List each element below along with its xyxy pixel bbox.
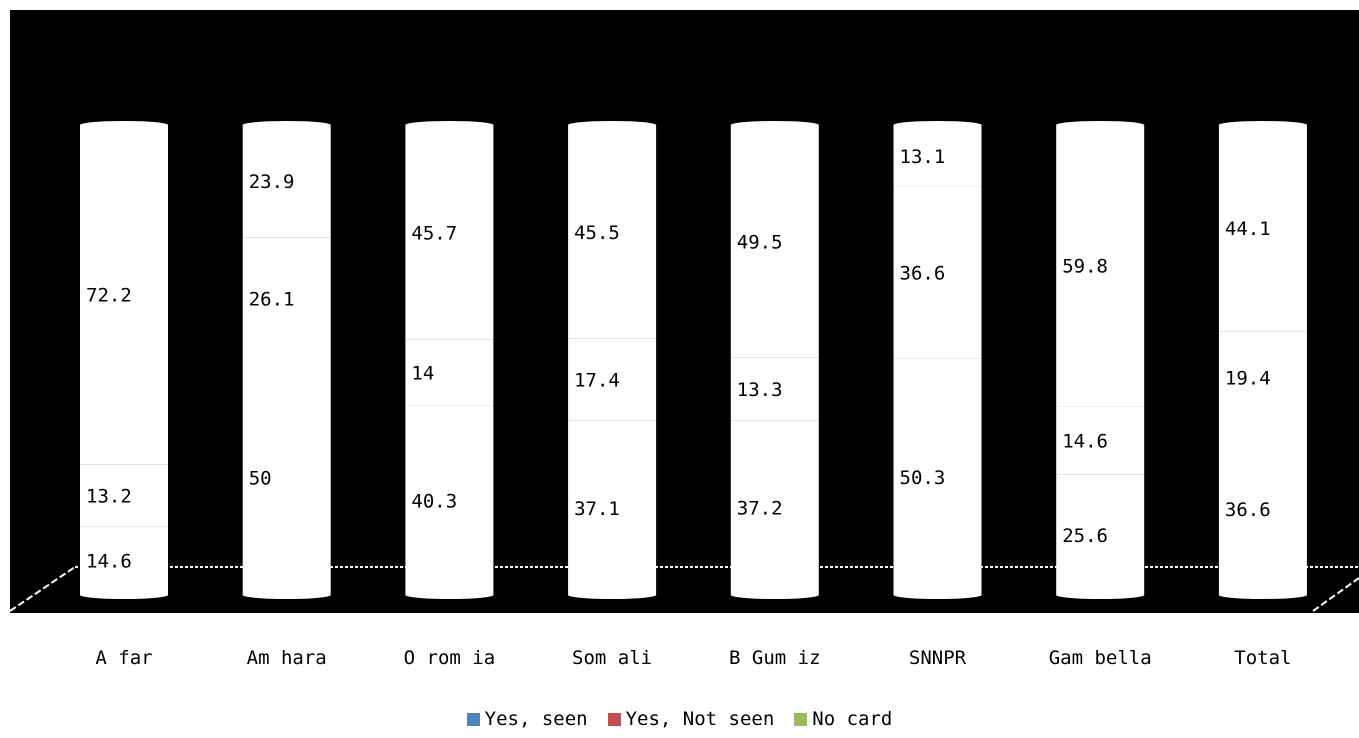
data-label-amhara-3: 23.9 xyxy=(249,171,295,193)
data-labels: 14.6 13.2 72.2 50 26.1 23.9 40.3 14 45.7 37.1 17.4… xyxy=(86,146,1271,573)
data-label-gambella-1: 25.6 xyxy=(1062,525,1108,547)
bar-segment-gambella-3 xyxy=(1056,125,1145,407)
data-label-snnpr-2: 36.6 xyxy=(900,263,946,285)
bar-segment-oromia-3 xyxy=(405,125,494,340)
bar-segment-oromia-1 xyxy=(405,405,494,595)
bar-segment-amhara-3 xyxy=(242,125,331,238)
bar-segment-total-3 xyxy=(1218,124,1307,332)
bar-cap-top-afar xyxy=(80,121,168,129)
bar-cap-top-gambella xyxy=(1056,121,1145,129)
bar-cap-top-snnpr xyxy=(893,121,982,129)
bar-segment-afar-3 xyxy=(80,125,168,465)
bar-cap-bottom-snnpr xyxy=(893,591,982,599)
category-label-gambella: Gam bella xyxy=(1049,647,1152,669)
bar-segment-snnpr-2 xyxy=(893,186,982,359)
bar-cap-top-oromia xyxy=(405,121,494,129)
data-label-gambella-3: 59.8 xyxy=(1062,256,1108,278)
data-label-afar-2: 13.2 xyxy=(86,485,132,507)
bar-segment-afar-2 xyxy=(80,464,168,527)
data-label-gambella-2: 14.6 xyxy=(1062,430,1108,452)
bar-segment-total-1 xyxy=(1218,422,1307,595)
bar-segment-gambella-2 xyxy=(1056,406,1145,475)
data-label-somali-3: 45.5 xyxy=(574,222,620,244)
bar-segment-somali-3 xyxy=(568,125,657,339)
data-label-somali-2: 17.4 xyxy=(574,370,620,392)
bar-segment-bgumiz-3 xyxy=(730,125,819,358)
data-label-total-2: 19.4 xyxy=(1225,367,1271,389)
category-labels: A far Am hara O rom ia Som ali B Gum iz SNNPR… xyxy=(95,647,1291,669)
category-label-somali: Som ali xyxy=(572,647,652,669)
legend-swatch xyxy=(607,713,621,726)
bar-cap-top-bgumiz xyxy=(730,121,819,129)
bar-cap-bottom-gambella xyxy=(1056,591,1145,599)
bar-cap-top-somali xyxy=(568,121,657,129)
data-label-amhara-1: 50 xyxy=(249,468,272,490)
data-label-total-3: 44.1 xyxy=(1225,218,1271,240)
legend-label: Yes, seen xyxy=(484,708,588,730)
bar-segment-amhara-1 xyxy=(242,360,331,595)
bar-segment-somali-1 xyxy=(568,420,657,595)
category-label-afar: A far xyxy=(95,647,152,669)
bar-cap-bottom-amhara xyxy=(242,591,331,599)
data-label-snnpr-3: 13.1 xyxy=(900,146,946,168)
legend-swatch xyxy=(794,713,808,726)
data-label-snnpr-1: 50.3 xyxy=(900,467,946,489)
data-label-amhara-2: 26.1 xyxy=(249,289,295,311)
data-label-afar-1: 14.6 xyxy=(86,551,132,573)
data-label-oromia-2: 14 xyxy=(411,363,434,385)
bar-cap-bottom-somali xyxy=(568,591,657,599)
bar-segment-amhara-2 xyxy=(242,237,331,360)
bar-cap-bottom-afar xyxy=(80,591,168,599)
data-label-bgumiz-3: 49.5 xyxy=(737,231,783,253)
legend-item-2: Yes, Not seen xyxy=(607,708,775,730)
data-label-bgumiz-2: 13.3 xyxy=(737,379,783,401)
bar-segment-snnpr-1 xyxy=(893,358,982,595)
category-label-oromia: O rom ia xyxy=(404,647,496,669)
bar-segment-oromia-2 xyxy=(405,339,494,406)
bar-cap-bottom-total xyxy=(1218,591,1307,599)
plot-background xyxy=(10,10,1359,613)
legend-label: No card xyxy=(812,708,893,730)
bar-segment-snnpr-3 xyxy=(893,125,982,187)
bars xyxy=(80,121,1307,599)
bar-segment-bgumiz-2 xyxy=(730,357,819,421)
bar-segment-bgumiz-1 xyxy=(730,420,819,595)
bar-segment-total-2 xyxy=(1218,331,1307,423)
legend-item-3: No card xyxy=(794,708,892,730)
category-label-bgumiz: B Gum iz xyxy=(729,647,821,669)
data-label-oromia-3: 45.7 xyxy=(411,222,457,244)
legend-label: Yes, Not seen xyxy=(625,708,775,730)
bar-cap-bottom-oromia xyxy=(405,591,494,599)
bar-cap-top-amhara xyxy=(242,121,331,129)
data-label-somali-1: 37.1 xyxy=(574,498,620,520)
bar-cap-top-total xyxy=(1218,121,1307,129)
legend-swatch xyxy=(466,713,480,726)
bar-segment-gambella-1 xyxy=(1056,474,1145,595)
category-label-amhara: Am hara xyxy=(247,647,327,669)
data-label-bgumiz-1: 37.2 xyxy=(737,498,783,520)
bar-segment-somali-2 xyxy=(568,338,657,421)
legend-item-1: Yes, seen xyxy=(466,708,588,730)
data-label-total-1: 36.6 xyxy=(1225,499,1271,521)
floor xyxy=(9,566,1359,612)
legend: Yes, seen Yes, Not seen No card xyxy=(0,708,1359,730)
bar-segment-afar-1 xyxy=(80,526,168,595)
data-label-afar-3: 72.2 xyxy=(86,285,132,307)
category-label-snnpr: SNNPR xyxy=(909,647,967,669)
category-label-total: Total xyxy=(1234,647,1291,669)
bar-cap-bottom-bgumiz xyxy=(730,591,819,599)
data-label-oromia-1: 40.3 xyxy=(411,490,457,512)
